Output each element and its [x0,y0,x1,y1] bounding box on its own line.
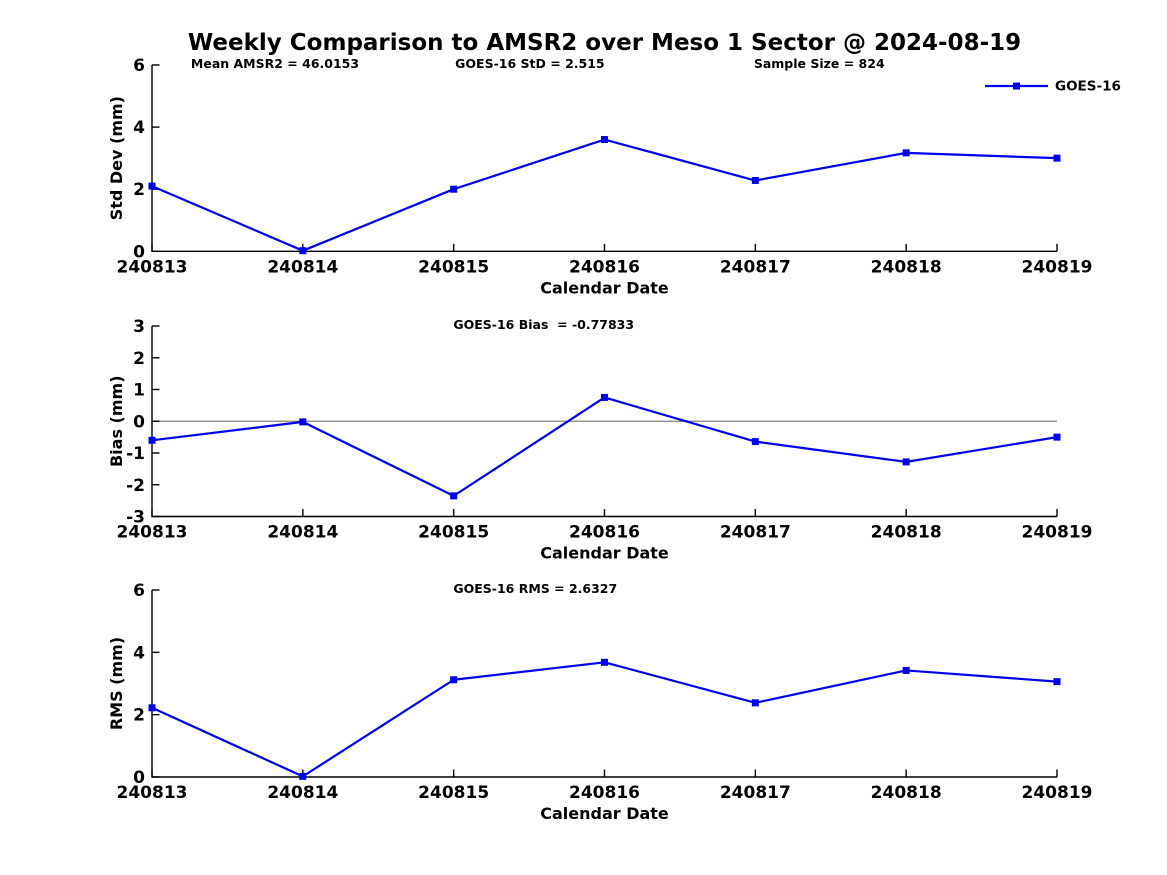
axis-spines [151,65,1057,252]
y-tick-label: -3 [126,508,145,528]
data-point [148,436,156,444]
chart-rms: 0 2 4 6 240813 240814 240815 240816 240817 240818… [107,581,1092,823]
data-point [299,247,307,255]
y-tick-label: 0 [133,412,145,432]
y-tick-label: -2 [126,476,145,496]
y-tick-label: 2 [133,180,145,200]
legend: GOES-16 [985,79,1121,95]
stat-annotation: GOES-16 StD = 2.515 [455,56,604,71]
x-tick-label: 240819 [1022,257,1093,277]
data-point [450,676,458,684]
x-tick-label: 240819 [1022,783,1093,803]
x-tick-label: 240818 [871,257,942,277]
x-axis-label: Calendar Date [540,278,669,297]
stat-annotation: GOES-16 Bias = -0.77833 [453,317,634,332]
data-point [148,704,156,712]
chart-std-dev: 0 2 4 6 240813 240814 240815 240816 240817 240818… [107,56,1121,297]
data-point [299,418,307,426]
data-line-GOES-16 [151,396,1058,497]
stat-annotation: GOES-16 RMS = 2.6327 [453,581,617,596]
data-point [1053,678,1061,686]
x-tick-label: 240813 [117,257,188,277]
y-tick-label: 0 [133,768,145,788]
y-tick-label: 4 [133,118,145,138]
chart-bias: -3 -2 -1 0 1 2 3 240813 240814 240815 240816 240817… [107,317,1092,563]
x-tick-label: 240815 [418,783,489,803]
legend-marker [1013,82,1020,90]
data-point [601,393,608,401]
legend-label: GOES-16 [1055,79,1121,95]
x-tick-label: 240813 [117,783,188,803]
y-tick-label: -1 [126,444,145,464]
y-axis-label: Bias (mm) [107,375,126,467]
y-tick-label: 2 [133,706,145,726]
data-point [601,136,608,144]
x-axis-label: Calendar Date [540,544,669,563]
x-axis-label: Calendar Date [540,804,669,823]
data-point [751,699,759,707]
y-tick-label: 6 [133,56,145,76]
y-tick-label: 6 [133,581,145,601]
data-point [1053,154,1061,162]
y-tick-label: 3 [133,317,145,337]
y-tick-label: 1 [133,381,145,401]
data-point [601,658,608,666]
x-tick-label: 240817 [720,523,791,543]
x-tick-label: 240816 [569,523,640,543]
y-tick-label: 0 [133,242,145,262]
data-point [1053,433,1061,441]
y-axis-label: Std Dev (mm) [107,96,126,220]
data-line-GOES-16 [151,138,1058,252]
y-tick-label: 2 [133,349,145,369]
data-point [148,182,156,190]
data-line-GOES-16 [151,661,1058,778]
x-tick-label: 240816 [569,257,640,277]
x-tick-label: 240817 [720,257,791,277]
x-tick-label: 240814 [267,523,338,543]
x-tick-label: 240815 [418,257,489,277]
data-point [751,177,759,185]
stat-annotation: Sample Size = 824 [754,56,885,71]
data-point [902,149,910,157]
data-point [299,772,307,780]
x-tick-label: 240816 [569,783,640,803]
x-tick-label: 240819 [1022,523,1093,543]
data-point [902,458,910,466]
x-tick-label: 240814 [267,257,338,277]
figure-title: Weekly Comparison to AMSR2 over Meso 1 S… [187,30,1022,56]
stat-annotation: Mean AMSR2 = 46.0153 [191,56,359,71]
x-tick-label: 240818 [871,523,942,543]
axis-spines [151,590,1057,778]
x-tick-label: 240818 [871,783,942,803]
x-tick-label: 240815 [418,523,489,543]
data-point [450,492,458,500]
data-point [751,438,759,446]
x-tick-label: 240813 [117,523,188,543]
x-tick-label: 240814 [267,783,338,803]
y-tick-label: 4 [133,643,145,663]
x-tick-label: 240817 [720,783,791,803]
y-axis-label: RMS (mm) [107,637,126,730]
data-point [450,185,458,193]
data-point [902,666,910,674]
